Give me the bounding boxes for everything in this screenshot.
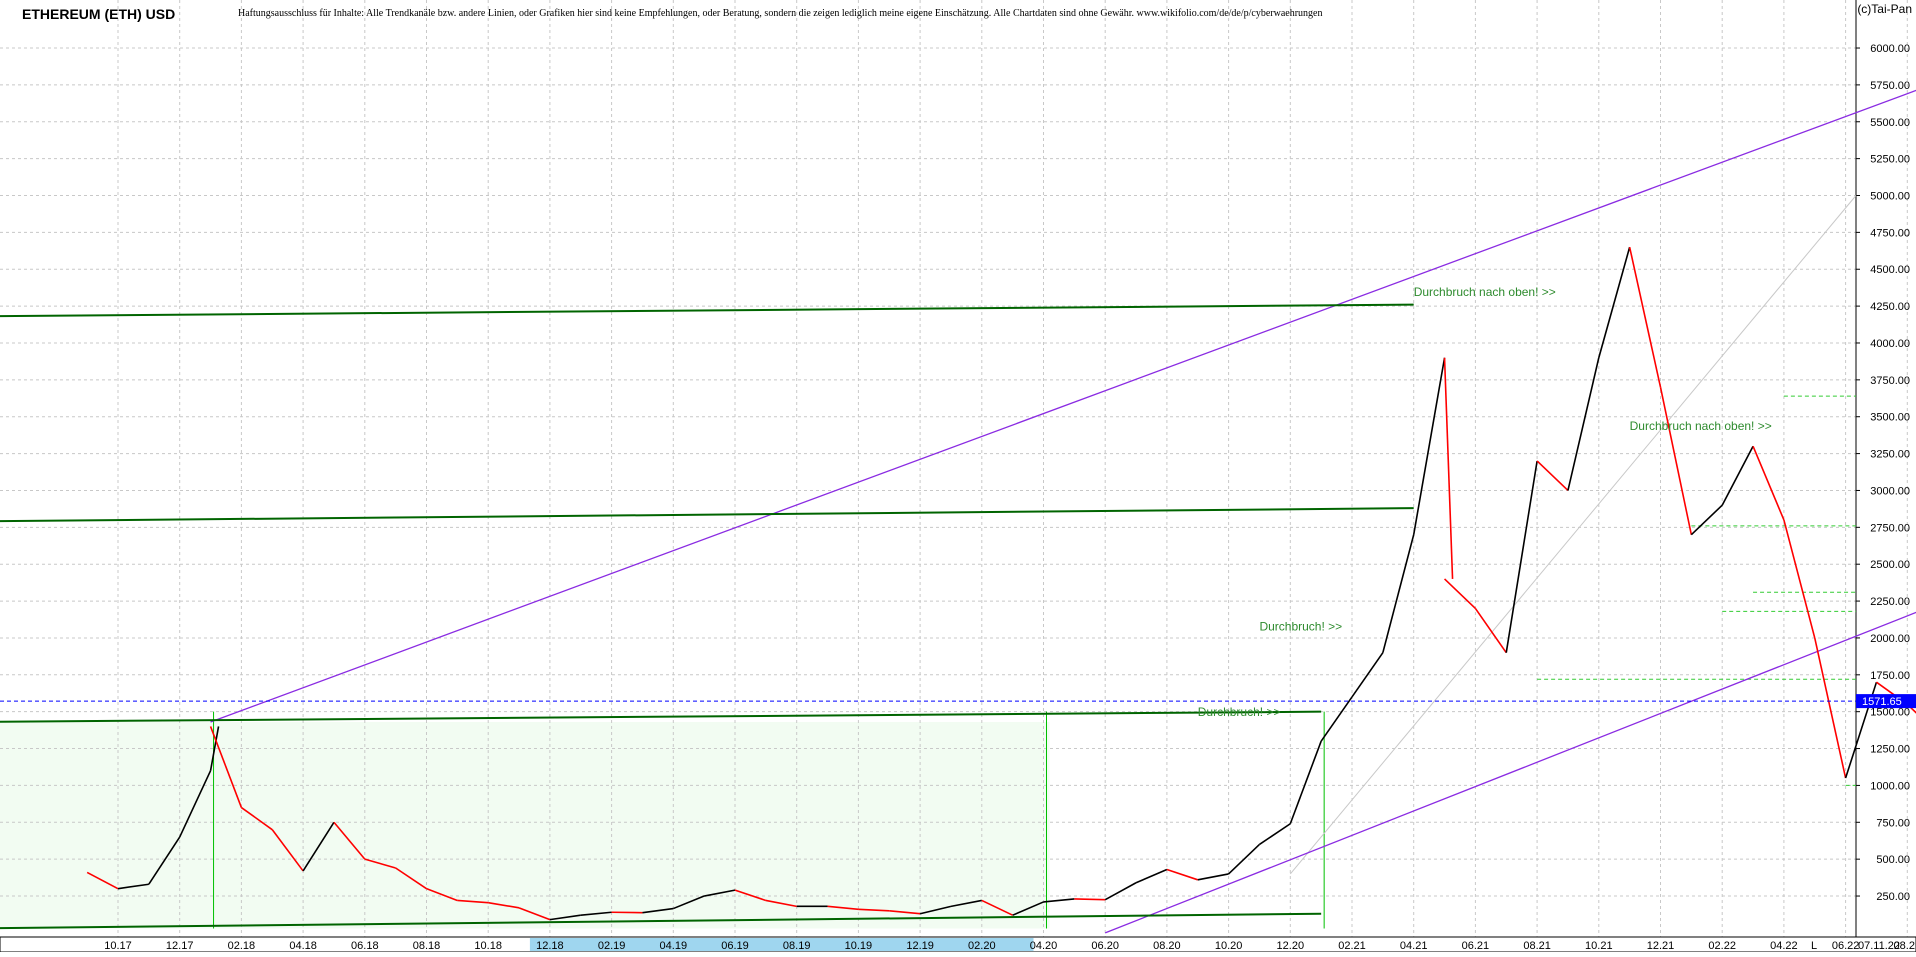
x-tick-label: 04.18	[289, 940, 317, 952]
x-tick-label: 06.20	[1091, 940, 1119, 952]
y-tick-label: 3000.00	[1870, 485, 1910, 497]
price-segment	[1506, 461, 1537, 653]
y-tick-label: 5750.00	[1870, 80, 1910, 92]
x-tick-label: 12.20	[1277, 940, 1305, 952]
range-shade	[0, 722, 1050, 928]
y-tick-label: 750.00	[1876, 817, 1910, 829]
y-tick-label: 3750.00	[1870, 375, 1910, 387]
price-segment	[1815, 638, 1846, 778]
price-segment	[1661, 387, 1692, 534]
y-tick-label: 1500.00	[1870, 707, 1910, 719]
x-tick-label: 02.18	[228, 940, 256, 952]
disclaimer-text: Haftungsausschluss für Inhalte: Alle Tre…	[238, 8, 1323, 19]
price-segment	[1753, 446, 1784, 520]
price-segment	[1259, 824, 1290, 845]
y-tick-label: 1000.00	[1870, 780, 1910, 792]
x-tick-label: 10.18	[474, 940, 502, 952]
price-segment	[1414, 358, 1445, 535]
x-tick-label: 08.19	[783, 940, 811, 952]
price-segment	[1105, 883, 1136, 900]
annotation-label: Durchbruch! >>	[1259, 620, 1342, 634]
y-tick-label: 2500.00	[1870, 559, 1910, 571]
diagonal-guide	[1290, 196, 1856, 874]
x-tick-label: 02.20	[968, 940, 996, 952]
x-tick-label: 02.19	[598, 940, 626, 952]
x-tick-label: 06.18	[351, 940, 379, 952]
x-tick-label: 06.21	[1462, 940, 1490, 952]
y-tick-label: 4750.00	[1870, 227, 1910, 239]
y-tick-label: 3500.00	[1870, 412, 1910, 424]
x-tick-label: 04.20	[1030, 940, 1058, 952]
price-segment	[1198, 874, 1229, 880]
x-tick-label: 10.20	[1215, 940, 1243, 952]
x-tick-label: 12.19	[906, 940, 934, 952]
x-tick-label: 12.21	[1647, 940, 1675, 952]
x-tick-label: 02.21	[1338, 940, 1366, 952]
price-segment	[1321, 697, 1352, 741]
x-tick-label: 06.22	[1832, 940, 1860, 952]
last-price-label: 1571.65	[1862, 696, 1902, 708]
y-tick-label: 2750.00	[1870, 522, 1910, 534]
y-tick-label: 4250.00	[1870, 301, 1910, 313]
x-tick-label: 02.22	[1708, 940, 1736, 952]
price-segment	[1599, 247, 1630, 358]
price-segment	[1136, 869, 1167, 882]
y-tick-label: 5250.00	[1870, 154, 1910, 166]
y-tick-label: 1750.00	[1870, 670, 1910, 682]
trend-line	[0, 508, 1414, 521]
y-tick-label: 1250.00	[1870, 744, 1910, 756]
x-tick-label: 10.19	[845, 940, 873, 952]
x-tick-label: 04.19	[660, 940, 688, 952]
trend-line	[0, 712, 1321, 722]
annotation-label: Durchbruch nach oben! >>	[1630, 419, 1772, 433]
y-tick-label: 4000.00	[1870, 338, 1910, 350]
price-segment	[1691, 505, 1722, 534]
price-segment	[1445, 358, 1453, 579]
y-tick-label: 5000.00	[1870, 191, 1910, 203]
y-tick-label: 5500.00	[1870, 117, 1910, 129]
x-tick-label: 10.21	[1585, 940, 1613, 952]
x-tick-label: 12.18	[536, 940, 564, 952]
y-tick-label: 2000.00	[1870, 633, 1910, 645]
price-segment	[1568, 358, 1599, 491]
y-tick-label: 3250.00	[1870, 449, 1910, 461]
brand-label: (c)Tai-Pan	[1857, 2, 1912, 16]
price-segment	[1383, 535, 1414, 653]
date-label: 07.11.22	[1858, 940, 1900, 952]
price-segment	[1167, 869, 1198, 879]
x-tick-label: 04.22	[1770, 940, 1798, 952]
chart-title: ETHEREUM (ETH) USD	[22, 6, 175, 22]
x-tick-label: 04.21	[1400, 940, 1428, 952]
x-tick-label: 12.17	[166, 940, 194, 952]
x-tick-label: 06.19	[721, 940, 749, 952]
axis-mode-label: L	[1811, 940, 1817, 952]
price-segment	[1074, 899, 1105, 900]
annotation-label: Durchbruch nach oben! >>	[1414, 285, 1556, 299]
price-segment	[1722, 446, 1753, 505]
y-tick-label: 500.00	[1876, 854, 1910, 866]
y-tick-label: 4500.00	[1870, 264, 1910, 276]
price-segment	[1290, 741, 1321, 824]
annotation-label: Durchbruch! >>	[1198, 705, 1281, 719]
x-tick-label: 10.17	[104, 940, 132, 952]
x-tick-label: 08.20	[1153, 940, 1181, 952]
x-tick-label: 08.18	[413, 940, 441, 952]
y-tick-label: 250.00	[1876, 891, 1910, 903]
price-segment	[1537, 461, 1568, 490]
x-tick-label: 08.21	[1523, 940, 1551, 952]
price-segment	[1445, 579, 1476, 608]
price-segment	[1784, 520, 1815, 638]
y-tick-label: 2250.00	[1870, 596, 1910, 608]
y-tick-label: 6000.00	[1870, 43, 1910, 55]
price-segment	[1630, 247, 1661, 387]
